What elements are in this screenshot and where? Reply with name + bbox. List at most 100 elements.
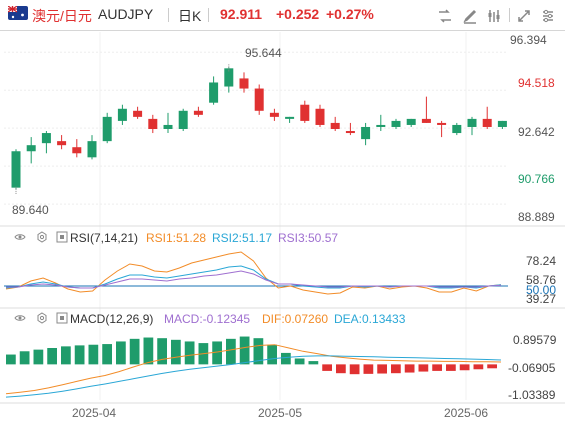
macd-histogram-bar xyxy=(129,338,140,365)
macd-histogram-bar xyxy=(459,364,470,371)
candle-body xyxy=(239,78,249,89)
macd-histogram-bar xyxy=(102,344,112,365)
candle-body xyxy=(254,88,264,111)
macd-histogram-bar xyxy=(294,358,305,365)
compare-icon[interactable] xyxy=(436,7,454,25)
macd-histogram-bar xyxy=(473,364,484,370)
macd-histogram-bar xyxy=(391,364,401,374)
candle-body xyxy=(315,108,325,125)
macd-histogram-bar xyxy=(47,348,57,365)
candle-body xyxy=(269,112,279,117)
candle-body xyxy=(361,126,371,140)
price-tick: 90.766 xyxy=(518,172,555,186)
date-tick: 2025-06 xyxy=(444,406,489,420)
candle-body xyxy=(117,108,127,121)
candle-body xyxy=(57,141,67,146)
price-tick: 94.518 xyxy=(518,76,555,90)
candle-body xyxy=(497,120,507,127)
dif-legend: DIF:0.07260 xyxy=(262,312,329,326)
macd-histogram-bar xyxy=(61,346,71,365)
macd-histogram-bar xyxy=(404,364,415,373)
candle-body xyxy=(224,68,234,87)
gear-icon[interactable] xyxy=(36,231,48,243)
macd-histogram-bar xyxy=(308,361,319,365)
candle-body xyxy=(209,82,219,103)
rsi3-legend: RSI3:50.57 xyxy=(278,231,339,245)
price-change: +0.252 xyxy=(276,6,320,22)
macd-tick: 0.89579 xyxy=(513,333,557,347)
candle-body xyxy=(421,118,431,123)
date-tick: 2025-05 xyxy=(258,406,303,420)
last-price: 92.911 xyxy=(220,6,263,22)
macd-histogram-bar xyxy=(349,364,360,375)
candle-body xyxy=(300,104,310,121)
chart-header: 澳元/日元 AUDJPY 日K 92.911 +0.252 +0.27% xyxy=(0,0,565,30)
draw-icon[interactable] xyxy=(461,7,479,25)
candle-body xyxy=(193,110,203,115)
rsi-tick: 78.24 xyxy=(526,254,557,268)
macd-histogram-bar xyxy=(267,344,277,365)
candle-body xyxy=(285,116,295,119)
macd-title: MACD(12,26,9) xyxy=(70,312,154,326)
header-divider xyxy=(168,8,169,22)
macd-histogram-bar xyxy=(253,338,264,365)
dif-line xyxy=(5,344,502,395)
period-selector[interactable]: 日K xyxy=(178,8,202,24)
macd-histogram-bar xyxy=(157,338,167,365)
macd-histogram-bar xyxy=(143,337,154,365)
candle-body xyxy=(330,122,340,129)
candle-body xyxy=(87,141,97,158)
header-divider xyxy=(208,8,209,22)
date-tick: 2025-04 xyxy=(72,406,117,420)
candle-body xyxy=(11,151,21,188)
expand-panel-icon[interactable] xyxy=(56,231,68,243)
candle-body xyxy=(391,120,401,127)
candle-body xyxy=(41,133,51,144)
rsi-title: RSI(7,14,21) xyxy=(70,231,139,245)
candle-body xyxy=(482,118,492,127)
gear-icon[interactable] xyxy=(36,312,48,324)
macd-histogram-bar xyxy=(116,341,126,365)
macd-header: MACD(12,26,9) MACD:-0.12345 DIF:0.07260 … xyxy=(0,310,565,328)
macd-histogram-bar xyxy=(487,364,497,369)
indicator-icon[interactable] xyxy=(485,7,503,25)
rsi-line-1 xyxy=(5,251,502,295)
price-change-percent: +0.27% xyxy=(326,6,374,22)
macd-histogram-bar xyxy=(226,338,236,365)
macd-histogram-bar xyxy=(184,341,195,365)
candle-body xyxy=(437,122,447,125)
candle-body xyxy=(163,124,173,129)
macd-histogram-bar xyxy=(6,354,16,365)
settings-icon[interactable] xyxy=(539,7,557,25)
macd-histogram-bar xyxy=(377,364,387,374)
eye-icon[interactable] xyxy=(14,312,26,324)
macd-histogram-bar xyxy=(281,352,291,365)
header-divider xyxy=(509,8,510,22)
symbol-code: AUDJPY xyxy=(98,6,154,22)
macd-histogram-bar xyxy=(336,364,346,374)
price-tick: 96.394 xyxy=(510,33,547,47)
header-border xyxy=(0,30,565,31)
expand-panel-icon[interactable] xyxy=(56,312,68,324)
candle-body xyxy=(133,110,143,117)
macd-tick: -1.03389 xyxy=(508,388,556,402)
fullscreen-icon[interactable] xyxy=(515,7,533,25)
eye-icon[interactable] xyxy=(14,231,26,243)
candle-body xyxy=(26,145,36,152)
pair-name: 澳元/日元 xyxy=(32,8,92,24)
candle-body xyxy=(452,124,462,134)
macd-histogram-bar xyxy=(432,364,442,371)
candle-body xyxy=(148,118,158,129)
macd-histogram-bar xyxy=(19,351,30,365)
candle-body xyxy=(102,116,112,142)
macd-histogram-bar xyxy=(74,345,85,365)
rsi-line-2 xyxy=(5,265,502,289)
macd-histogram-bar xyxy=(239,336,250,365)
macd-histogram-bar xyxy=(363,364,374,374)
macd-histogram-bar xyxy=(322,364,332,371)
candle-body xyxy=(178,110,188,129)
candle-body xyxy=(345,131,355,134)
macd-legend: MACD:-0.12345 xyxy=(164,312,251,326)
macd-histogram-bar xyxy=(418,364,429,372)
